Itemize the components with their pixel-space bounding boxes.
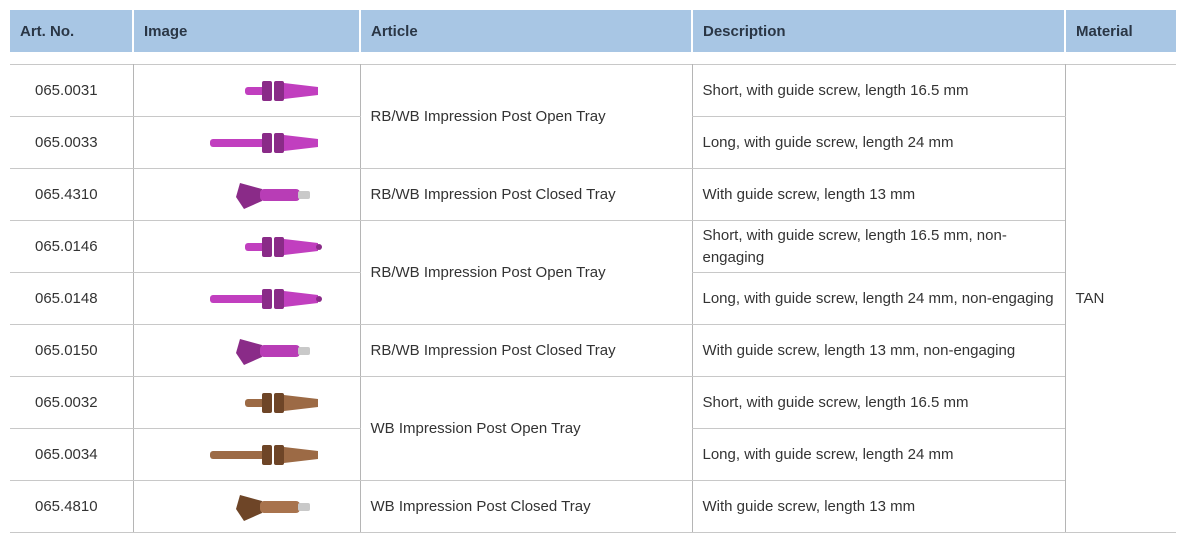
product-image bbox=[235, 338, 310, 365]
art-no: 065.4310 bbox=[10, 168, 133, 221]
table-row: 065.0146 RB/WB Impression Post Open Tray S… bbox=[10, 220, 1176, 325]
table-row: 065.0032 WB Impression Post Open Tray Shor… bbox=[10, 376, 1176, 481]
image-cell bbox=[132, 64, 360, 117]
table-row: 065.0148 Long, with guide screw, length 2… bbox=[10, 272, 1176, 325]
image-part bbox=[283, 290, 318, 307]
header-cell: Image bbox=[132, 10, 360, 52]
image-part bbox=[259, 344, 300, 357]
table-row: 065.0150 RB/WB Impression Post Closed Tra… bbox=[10, 324, 1176, 377]
table-row: 065.4310 RB/WB Impression Post Closed Tra… bbox=[10, 168, 1176, 221]
image-part bbox=[283, 82, 318, 99]
description: With guide screw, length 13 mm bbox=[691, 480, 1065, 533]
article: WB Impression Post Closed Tray bbox=[359, 480, 692, 533]
table-row: 065.0031 RB/WB Impression Post Open Tray S… bbox=[10, 64, 1176, 533]
image-part bbox=[315, 295, 322, 302]
image-part bbox=[259, 188, 300, 201]
product-image bbox=[244, 80, 318, 101]
image-cell bbox=[132, 376, 360, 429]
product-image bbox=[209, 132, 318, 153]
image-part bbox=[261, 392, 272, 413]
description: Short, with guide screw, length 16.5 mm bbox=[691, 376, 1065, 429]
image-part bbox=[235, 182, 262, 209]
image-cell bbox=[132, 116, 360, 169]
art-no: 065.4810 bbox=[10, 480, 133, 533]
product-image bbox=[235, 182, 310, 209]
art-no: 065.0034 bbox=[10, 428, 133, 481]
header-cell: Material bbox=[1064, 10, 1176, 52]
image-cell bbox=[132, 220, 360, 273]
product-image bbox=[244, 392, 318, 413]
description: Long, with guide screw, length 24 mm bbox=[691, 428, 1065, 481]
product-image bbox=[209, 288, 322, 309]
description: Short, with guide screw, length 16.5 mm bbox=[691, 64, 1065, 117]
header-row: Art. No. Image Article Description Mater… bbox=[10, 10, 1176, 52]
article: RB/WB Impression Post Closed Tray bbox=[359, 168, 692, 221]
product-image bbox=[244, 236, 322, 257]
image-part bbox=[209, 450, 270, 459]
image-part bbox=[315, 243, 322, 250]
article: RB/WB Impression Post Closed Tray bbox=[359, 324, 692, 377]
image-part bbox=[261, 288, 272, 309]
image-part bbox=[209, 294, 270, 303]
image-part bbox=[261, 444, 272, 465]
image-part bbox=[259, 500, 300, 513]
art-no: 065.0032 bbox=[10, 376, 133, 429]
art-no: 065.0150 bbox=[10, 324, 133, 377]
art-no: 065.0148 bbox=[10, 272, 133, 325]
header-cell: Description bbox=[691, 10, 1065, 52]
image-part bbox=[297, 502, 310, 511]
image-part bbox=[273, 288, 284, 309]
image-part bbox=[209, 138, 270, 147]
header-cell: Art. No. bbox=[10, 10, 133, 52]
art-no: 065.0031 bbox=[10, 64, 133, 117]
image-cell bbox=[132, 272, 360, 325]
image-cell bbox=[132, 168, 360, 221]
image-part bbox=[297, 346, 310, 355]
product-image bbox=[235, 494, 310, 521]
material: TAN bbox=[1064, 64, 1176, 533]
table-row: 065.4810 WB Impression Post Closed Tray Wi… bbox=[10, 480, 1176, 533]
description: With guide screw, length 13 mm bbox=[691, 168, 1065, 221]
article: RB/WB Impression Post Open Tray bbox=[359, 64, 692, 169]
image-part bbox=[235, 494, 262, 521]
article: WB Impression Post Open Tray bbox=[359, 376, 692, 481]
image-part bbox=[273, 444, 284, 465]
art-no: 065.0033 bbox=[10, 116, 133, 169]
image-part bbox=[273, 80, 284, 101]
table-row: 065.0034 Long, with guide screw, length 2… bbox=[10, 428, 1176, 481]
image-part bbox=[283, 394, 318, 411]
description: Long, with guide screw, length 24 mm, no… bbox=[691, 272, 1065, 325]
art-no: 065.0146 bbox=[10, 220, 133, 273]
description: With guide screw, length 13 mm, non-enga… bbox=[691, 324, 1065, 377]
image-part bbox=[235, 338, 262, 365]
header-cell: Article bbox=[359, 10, 692, 52]
table-row: 065.0033 Long, with guide screw, length 2… bbox=[10, 116, 1176, 169]
description: Short, with guide screw, length 16.5 mm,… bbox=[691, 220, 1065, 273]
image-part bbox=[283, 134, 318, 151]
article: RB/WB Impression Post Open Tray bbox=[359, 220, 692, 325]
description: Long, with guide screw, length 24 mm bbox=[691, 116, 1065, 169]
table-body: 065.0031 RB/WB Impression Post Open Tray S… bbox=[10, 64, 1176, 533]
table-header: Art. No. Image Article Description Mater… bbox=[10, 10, 1176, 52]
image-part bbox=[273, 392, 284, 413]
image-part bbox=[273, 132, 284, 153]
image-part bbox=[261, 80, 272, 101]
image-cell bbox=[132, 480, 360, 533]
image-cell bbox=[132, 428, 360, 481]
image-part bbox=[261, 236, 272, 257]
image-part bbox=[261, 132, 272, 153]
image-part bbox=[273, 236, 284, 257]
image-part bbox=[283, 238, 318, 255]
image-part bbox=[297, 190, 310, 199]
image-part bbox=[283, 446, 318, 463]
image-cell bbox=[132, 324, 360, 377]
product-image bbox=[209, 444, 318, 465]
